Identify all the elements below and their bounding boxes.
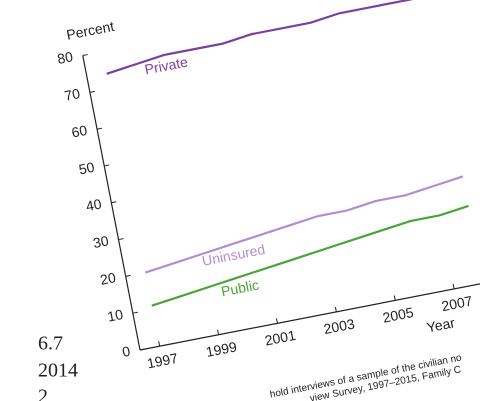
y-tick-label: 0 <box>121 343 132 360</box>
y-tick <box>82 54 88 57</box>
y-tick-label: 20 <box>99 269 118 288</box>
series-label: Public <box>220 276 260 299</box>
y-tick <box>89 90 95 93</box>
y-tick-label: 60 <box>70 122 89 141</box>
plot: 0 10 20 30 40 50 60 70 80 1997 1999 2001 2003 2005 200… <box>56 0 480 372</box>
y-tick <box>118 238 124 241</box>
y-tick <box>132 311 138 314</box>
x-tick-label: 2001 <box>263 327 297 349</box>
y-tick <box>96 127 103 130</box>
x-tick <box>393 295 396 301</box>
page-fragment: 2 <box>38 386 48 401</box>
y-tick-label: 40 <box>84 195 103 214</box>
x-tick <box>334 306 337 312</box>
x-tick-label: 2007 <box>440 293 474 315</box>
page-fragment: 6.7 <box>38 333 63 355</box>
x-tick-label: 1999 <box>205 338 239 360</box>
y-tick <box>104 164 110 167</box>
y-tick-label: 80 <box>56 48 75 67</box>
x-tick <box>158 341 161 347</box>
y-tick-label: 10 <box>106 306 125 325</box>
y-tick-label: 50 <box>77 159 96 178</box>
y-tick <box>139 348 146 351</box>
x-tick-label: 2005 <box>381 304 415 326</box>
x-tick-label: 2003 <box>322 315 356 337</box>
y-tick-label: 30 <box>92 232 111 251</box>
series-line <box>106 0 428 75</box>
y-tick-label: 70 <box>63 85 82 104</box>
x-tick <box>452 283 455 290</box>
series-line <box>151 204 469 307</box>
x-axis-label: Year <box>425 314 456 335</box>
x-tick <box>217 329 220 335</box>
x-tick <box>275 318 278 324</box>
page-fragment: 2014 <box>38 360 78 382</box>
x-axis <box>139 280 480 351</box>
x-tick-label: 1997 <box>146 350 180 372</box>
series-line <box>144 175 464 274</box>
y-tick <box>111 201 117 204</box>
y-tick <box>125 274 131 277</box>
